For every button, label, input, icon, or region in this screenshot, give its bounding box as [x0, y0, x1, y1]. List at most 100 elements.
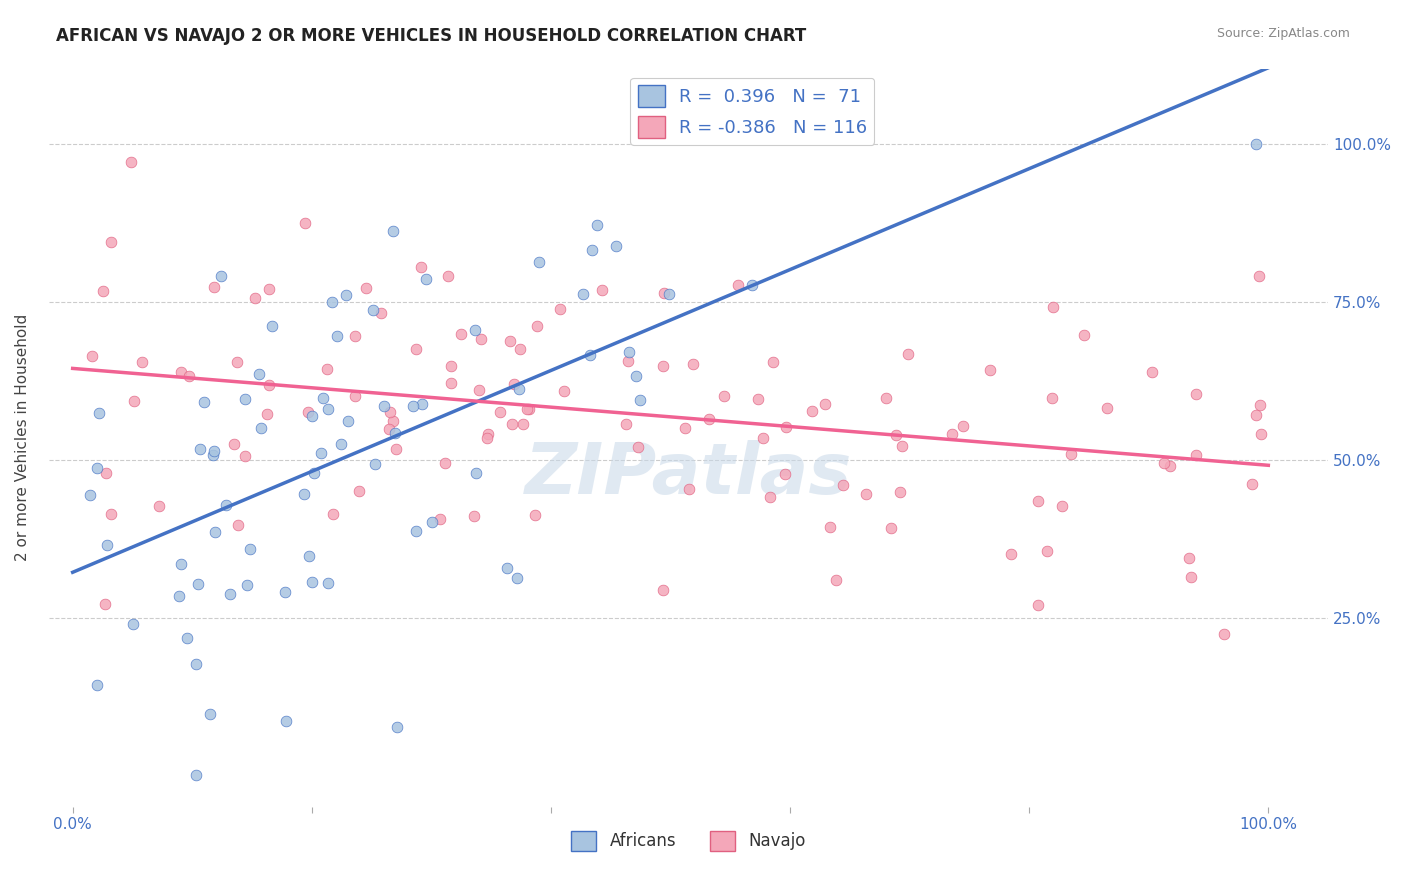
Point [170, 557, 193, 571]
Point [889, 485, 911, 500]
Point [1153, 457, 1175, 471]
Point [259, 282, 281, 296]
Point [1249, 398, 1271, 412]
Point [167, 589, 190, 603]
Point [260, 318, 283, 333]
Point [470, 332, 492, 346]
Point [370, 306, 392, 320]
Point [652, 582, 675, 597]
Point [405, 343, 427, 357]
Point [1028, 494, 1050, 508]
Point [384, 426, 406, 441]
Point [450, 327, 472, 342]
Point [713, 389, 735, 403]
Point [1241, 477, 1264, 491]
Point [186, 768, 208, 782]
Point [415, 272, 437, 286]
Point [1180, 570, 1202, 584]
Point [1073, 327, 1095, 342]
Point [179, 369, 201, 384]
Point [201, 448, 224, 462]
Point [100, 507, 122, 521]
Point [586, 218, 609, 232]
Point [1095, 401, 1118, 415]
Text: AFRICAN VS NAVAJO 2 OR MORE VEHICLES IN HOUSEHOLD CORRELATION CHART: AFRICAN VS NAVAJO 2 OR MORE VEHICLES IN … [56, 27, 807, 45]
Point [82, 349, 104, 363]
Point [176, 631, 198, 645]
Point [202, 444, 225, 458]
Point [941, 427, 963, 442]
Point [527, 255, 550, 269]
Point [553, 384, 575, 398]
Point [309, 446, 332, 460]
Point [188, 442, 211, 457]
Point [329, 437, 352, 451]
Point [1247, 269, 1270, 284]
Point [747, 392, 769, 407]
Point [1040, 392, 1063, 406]
Point [440, 376, 463, 390]
Point [489, 405, 512, 419]
Point [335, 288, 357, 302]
Point [572, 287, 595, 301]
Point [437, 269, 460, 284]
Text: Source: ZipAtlas.com: Source: ZipAtlas.com [1216, 27, 1350, 40]
Point [752, 431, 775, 445]
Point [506, 571, 529, 585]
Point [124, 393, 146, 408]
Point [297, 405, 319, 419]
Point [411, 397, 433, 411]
Point [1026, 598, 1049, 612]
Point [93, 597, 115, 611]
Point [301, 409, 323, 424]
Point [429, 511, 451, 525]
Point [233, 392, 256, 406]
Point [617, 354, 640, 368]
Point [762, 355, 785, 369]
Point [682, 357, 704, 371]
Point [855, 487, 877, 501]
Point [321, 295, 343, 310]
Point [503, 377, 526, 392]
Point [512, 417, 534, 432]
Point [979, 363, 1001, 377]
Point [274, 584, 297, 599]
Point [325, 329, 347, 343]
Point [384, 442, 406, 457]
Point [94, 466, 117, 480]
Point [402, 400, 425, 414]
Point [627, 441, 650, 455]
Point [896, 347, 918, 361]
Point [87, 406, 110, 420]
Point [131, 355, 153, 369]
Point [628, 393, 651, 408]
Point [382, 414, 405, 428]
Point [187, 577, 209, 591]
Point [224, 437, 246, 451]
Point [1250, 426, 1272, 441]
Point [1159, 459, 1181, 474]
Point [508, 382, 530, 396]
Point [294, 217, 316, 231]
Point [356, 281, 378, 295]
Point [673, 421, 696, 435]
Point [1246, 137, 1268, 152]
Point [193, 394, 215, 409]
Point [336, 414, 359, 428]
Point [614, 417, 637, 431]
Point [759, 490, 782, 504]
Point [387, 719, 409, 733]
Point [496, 561, 519, 575]
Point [727, 277, 749, 292]
Point [814, 397, 837, 411]
Point [204, 524, 226, 539]
Y-axis label: 2 or more Vehicles in Household: 2 or more Vehicles in Household [15, 314, 30, 561]
Point [832, 478, 855, 492]
Point [1246, 408, 1268, 422]
Point [1140, 365, 1163, 379]
Point [239, 542, 262, 557]
Point [468, 383, 491, 397]
Point [517, 401, 540, 416]
Point [1000, 547, 1022, 561]
Point [120, 154, 142, 169]
